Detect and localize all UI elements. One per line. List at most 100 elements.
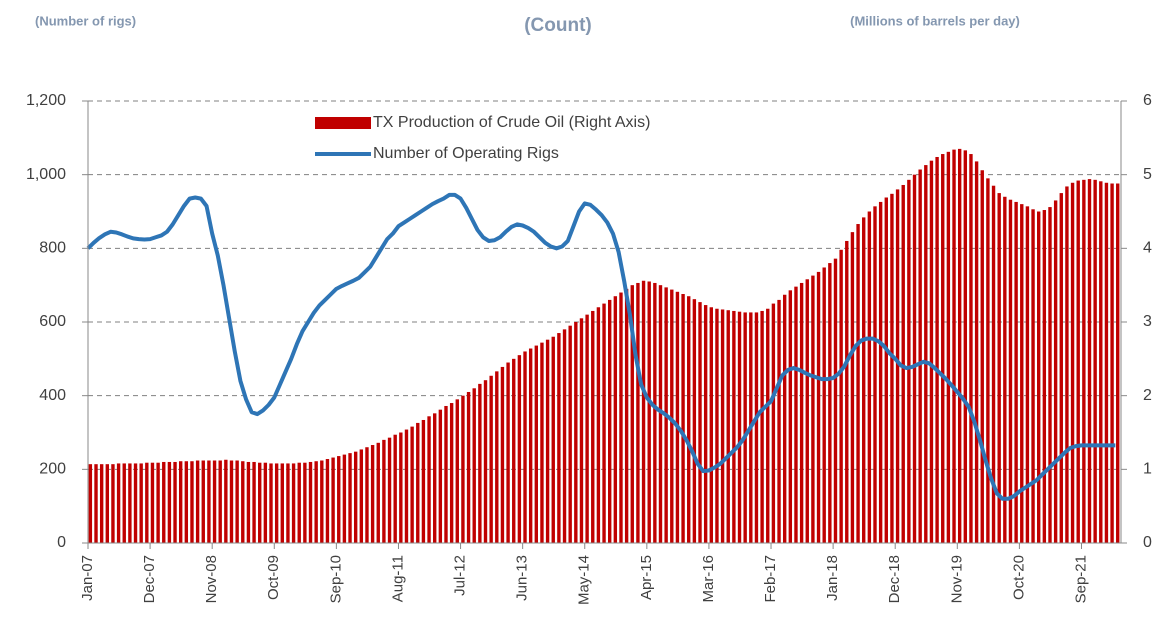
bar [929,160,934,544]
bar [291,463,296,543]
bar [156,462,160,543]
bar [1053,200,1058,543]
bar [596,307,601,543]
x-tick-label: Jun-13 [514,555,531,601]
bar [190,461,194,543]
y-tick-label: 400 [39,387,66,404]
bar [337,456,341,543]
bar [314,461,318,543]
bar [229,460,234,543]
legend-label: Number of Operating Rigs [373,145,559,162]
bar [116,463,121,543]
bar [867,211,872,543]
bar [997,193,1001,544]
bar [760,310,764,543]
x-tick-label: Sep-10 [327,555,344,603]
x-tick-label: Sep-21 [1072,555,1089,603]
bar [517,355,522,543]
bar [799,282,804,543]
bar [387,437,392,543]
bar [766,308,770,543]
bar [924,165,928,543]
bar [178,461,183,543]
bar [308,461,313,543]
x-tick-label: Jan-07 [79,555,96,601]
bar [771,303,776,543]
bar [1104,182,1109,543]
bar [715,308,719,543]
y-tick-label: 800 [39,240,66,257]
bar [444,405,448,543]
bar [320,460,324,543]
bar [687,296,691,543]
bar [534,345,539,543]
bar [416,422,420,543]
y2-tick-label: 3 [1143,313,1152,330]
y-tick-label: 600 [39,313,66,330]
y-tick-label: 1,000 [26,166,66,183]
bar [602,303,606,543]
bar [743,312,747,543]
bar [489,375,493,543]
bar [545,339,550,543]
bar [122,463,126,543]
bar [1082,179,1086,543]
x-tick-label: Jan-18 [824,555,841,601]
bar [1116,183,1120,544]
bar [433,413,437,543]
bar [636,282,640,543]
bar [980,170,984,543]
bar [449,403,454,543]
bar [822,267,826,543]
y2-tick-label: 6 [1143,92,1152,109]
bar [726,310,730,543]
bar [1048,207,1052,543]
bar [941,154,945,544]
bar [653,282,657,543]
bar [111,464,115,543]
bar [359,449,364,543]
bar [88,464,93,543]
bar [703,305,708,543]
bar [241,461,245,543]
bar [794,286,798,543]
bar [862,217,866,544]
x-tick-label: Oct-20 [1010,555,1027,600]
bar [624,288,629,543]
bar [128,463,132,543]
line [86,192,1116,501]
bar [754,312,759,543]
bar [591,310,595,543]
bar [912,174,917,543]
y2-tick-label: 2 [1143,387,1152,404]
bar [833,258,838,543]
bar [557,333,561,543]
bar [500,366,505,543]
bar [274,463,279,543]
bar [472,388,476,543]
bar [878,201,883,543]
bar [421,419,426,543]
bar [365,447,369,543]
x-tick-label: Dec-18 [886,555,903,603]
bar [828,263,832,543]
bar [495,371,499,543]
bar [1059,193,1063,544]
bar [506,362,510,543]
bar [207,460,211,543]
x-tick-label: May-14 [576,555,593,605]
bar [139,463,143,543]
bar [410,426,414,543]
bar [1076,180,1080,543]
bar [1099,181,1103,543]
bar [918,169,922,543]
bar [692,299,697,543]
bar [512,358,516,543]
bar [737,311,742,543]
bar [777,299,781,543]
bar [478,383,482,543]
x-tick-label: Oct-09 [265,555,282,600]
bar [805,279,809,543]
bar [1031,209,1035,544]
bar [613,296,618,543]
